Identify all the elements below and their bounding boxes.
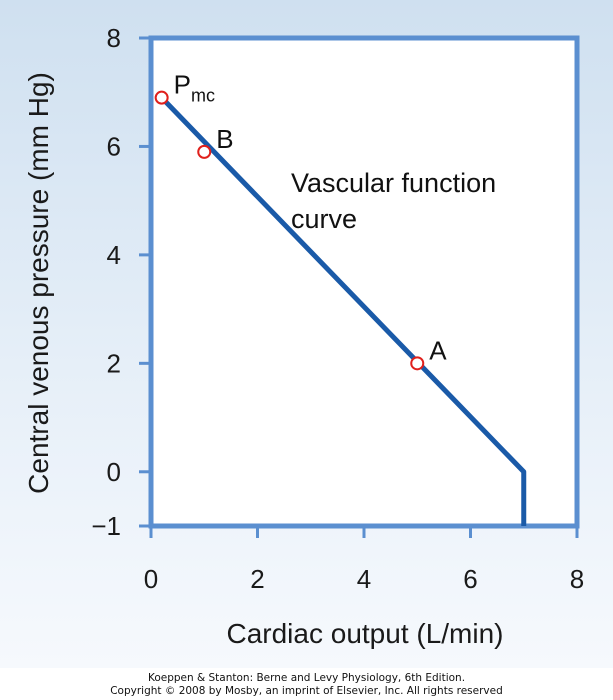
x-tick-label: 6 xyxy=(463,564,477,594)
x-tick-label: 4 xyxy=(357,564,371,594)
x-tick-label: 8 xyxy=(570,564,584,594)
y-tick-label: 4 xyxy=(107,240,121,270)
point-label: A xyxy=(429,335,447,365)
point-marker xyxy=(154,90,169,105)
x-tick-label: 0 xyxy=(144,564,158,594)
point-marker xyxy=(197,144,212,159)
point-label: B xyxy=(216,124,233,154)
y-tick-label: 2 xyxy=(107,348,121,378)
copyright-credit: Koeppen & Stanton: Berne and Levy Physio… xyxy=(0,672,613,698)
y-axis-title: Central venous pressure (mm Hg) xyxy=(23,72,54,494)
axis-ticks: 0 2 4 6 8 8 6 4 2 0 −1 xyxy=(91,23,584,594)
series-layer xyxy=(159,95,527,526)
credit-line-1: Koeppen & Stanton: Berne and Levy Physio… xyxy=(147,672,466,684)
point-label: Pmc xyxy=(174,70,215,106)
y-tick-label: 6 xyxy=(107,131,121,161)
x-axis-title: Cardiac output (L/min) xyxy=(226,618,503,649)
y-tick-label: −1 xyxy=(91,511,121,541)
y-tick-label: 0 xyxy=(107,457,121,487)
x-tick-label: 2 xyxy=(250,564,264,594)
credit-line-2: Copyright © 2008 by Mosby, an imprint of… xyxy=(110,685,503,697)
plot-background xyxy=(151,38,577,526)
point-marker xyxy=(410,356,425,371)
annotation-line-2: curve xyxy=(291,204,357,234)
annotation-line-1: Vascular function xyxy=(291,168,496,198)
vascular-function-curve xyxy=(159,95,527,526)
y-tick-label: 8 xyxy=(107,23,121,53)
